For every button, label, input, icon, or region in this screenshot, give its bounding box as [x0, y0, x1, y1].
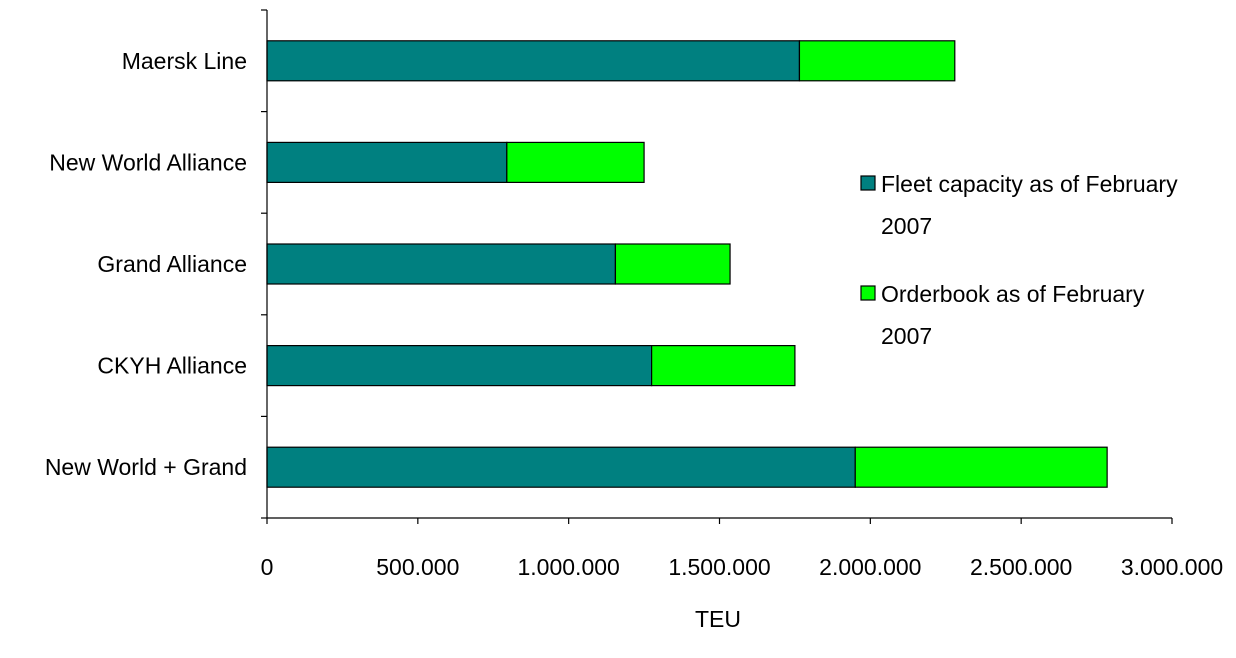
legend-label: Orderbook as of February	[881, 281, 1145, 307]
category-label: Grand Alliance	[97, 251, 247, 277]
legend-label: Fleet capacity as of February	[881, 171, 1178, 197]
labels-group: Maersk Line New World Alliance Grand Allia…	[45, 48, 1223, 580]
x-tick-label: 3.000.000	[1121, 554, 1223, 580]
x-tick-label: 1.000.000	[518, 554, 620, 580]
legend: Fleet capacity as of February 2007 Orderbo…	[860, 171, 1178, 349]
x-tick-label: 500.000	[376, 554, 459, 580]
x-tick-label: 2.000.000	[819, 554, 921, 580]
legend-swatch-0	[860, 175, 876, 191]
bar-fleet-3	[266, 345, 653, 387]
bar-fleet-0	[266, 40, 801, 82]
bar-fleet-2	[266, 243, 617, 285]
bar-orderbook-0	[798, 40, 956, 82]
category-label: New World + Grand	[45, 454, 247, 480]
x-tick-label: 0	[261, 554, 274, 580]
bar-orderbook-4	[854, 446, 1108, 488]
bar-orderbook-2	[614, 243, 731, 285]
bar-fleet-4	[266, 446, 856, 488]
axes-group	[261, 9, 1173, 524]
x-axis-title: TEU	[695, 606, 741, 632]
legend-label-line2: 2007	[881, 213, 932, 239]
bars-group	[266, 40, 1108, 488]
bar-orderbook-3	[651, 345, 796, 387]
legend-swatch-1	[860, 285, 876, 301]
x-tick-label: 1.500.000	[668, 554, 770, 580]
legend-label-line2: 2007	[881, 323, 932, 349]
category-label: CKYH Alliance	[97, 353, 247, 379]
bar-fleet-1	[266, 141, 508, 183]
category-label: New World Alliance	[49, 149, 247, 175]
bar-orderbook-1	[506, 141, 645, 183]
category-label: Maersk Line	[122, 48, 247, 74]
x-tick-label: 2.500.000	[970, 554, 1072, 580]
